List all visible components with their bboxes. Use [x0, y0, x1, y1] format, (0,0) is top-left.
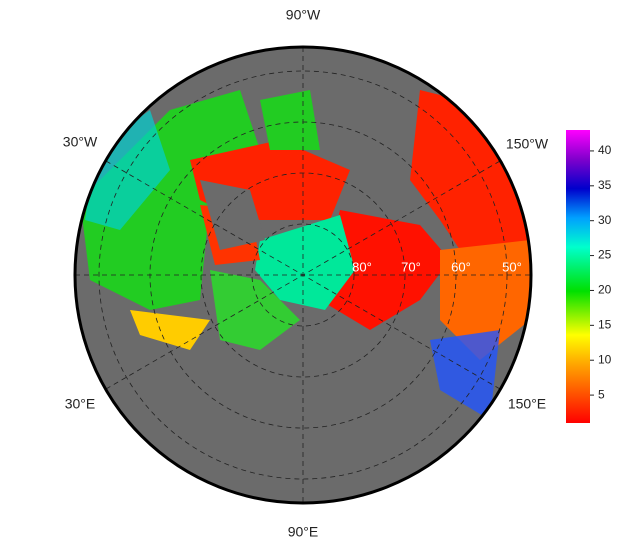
colorbar-tick-label: 40	[598, 143, 612, 157]
map-area	[75, 47, 531, 503]
colorbar-tick-label: 10	[598, 352, 612, 366]
colorbar-tick-label: 15	[598, 318, 612, 332]
ocean-field	[255, 215, 355, 310]
ocean-field	[210, 270, 300, 350]
colorbar-tick-label: 35	[598, 178, 612, 192]
ocean-field	[130, 310, 210, 350]
lat-label: 80°	[352, 259, 372, 274]
lat-label: 50°	[502, 259, 522, 274]
lon-label: 90°E	[288, 524, 319, 540]
graticule	[75, 47, 531, 503]
lon-label: 150°W	[506, 136, 549, 152]
ocean-field	[430, 330, 500, 420]
ocean-field	[440, 240, 530, 360]
colorbar-tick-label: 30	[598, 213, 612, 227]
island	[200, 180, 265, 250]
lon-label: 30°E	[65, 396, 96, 412]
colorbar	[566, 130, 590, 423]
colorbar-tick-label: 25	[598, 248, 612, 262]
colorbar-tick-label: 20	[598, 283, 612, 297]
lon-label: 150°E	[508, 396, 546, 412]
lon-label: 30°W	[63, 134, 98, 150]
lat-label: 70°	[401, 259, 421, 274]
ocean-field	[260, 90, 320, 150]
lon-label: 90°W	[286, 7, 321, 23]
map-border	[73, 45, 533, 505]
colorbar-tick-label: 5	[598, 387, 605, 401]
ocean-field	[85, 110, 170, 230]
lat-label: 60°	[451, 259, 471, 274]
ocean-field	[320, 210, 450, 330]
